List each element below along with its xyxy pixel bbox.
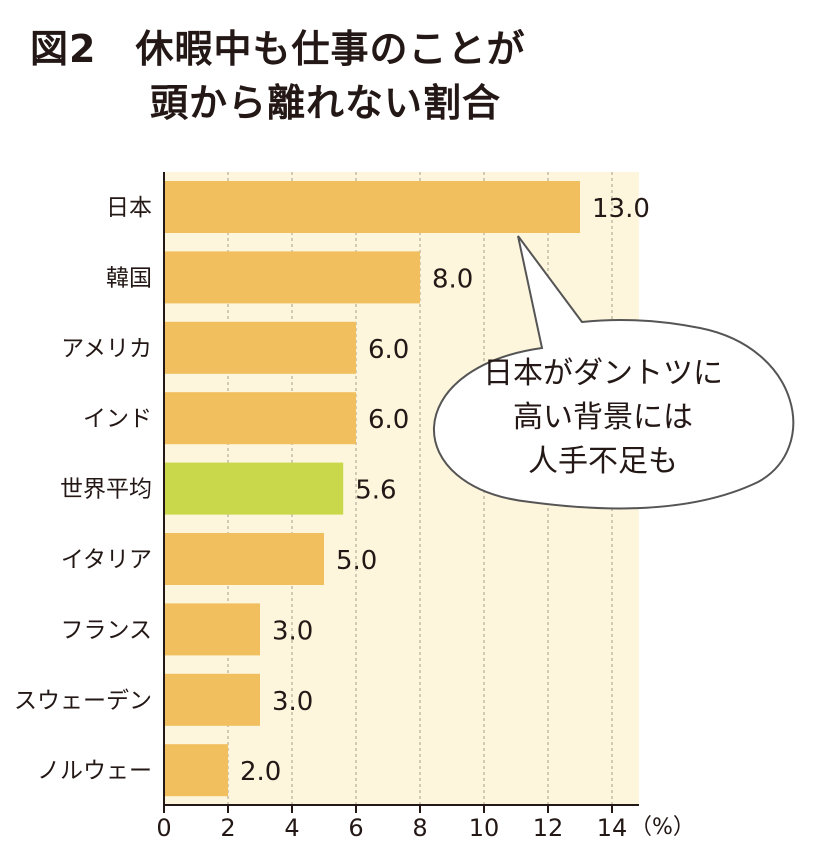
x-tick-label: 8 bbox=[412, 814, 427, 842]
category-label: イタリア bbox=[61, 547, 152, 573]
bar bbox=[164, 533, 324, 585]
bar bbox=[164, 673, 260, 726]
callout-text: 日本がダントツに 高い背景には 人手不足も bbox=[448, 352, 758, 484]
callout-line-3: 人手不足も bbox=[528, 444, 678, 479]
bar bbox=[164, 603, 260, 656]
value-label: 2.0 bbox=[240, 757, 281, 787]
category-label: ノルウェー bbox=[37, 758, 152, 784]
callout-bubble bbox=[433, 235, 795, 510]
value-label: 6.0 bbox=[368, 405, 409, 435]
category-label: 韓国 bbox=[106, 265, 152, 291]
value-label: 3.0 bbox=[272, 616, 313, 646]
bar bbox=[164, 181, 580, 233]
bar bbox=[164, 744, 228, 797]
chart-title: 図2 休暇中も仕事のことが 頭から離れない割合 bbox=[30, 22, 525, 130]
value-labels: 13.0 8.0 6.0 6.0 5.6 5.0 3.0 3.0 2.0 bbox=[240, 194, 650, 787]
category-label: アメリカ bbox=[61, 336, 152, 362]
bar bbox=[164, 392, 356, 445]
value-label: 6.0 bbox=[368, 335, 409, 365]
x-tick-label: 6 bbox=[348, 814, 363, 842]
x-tick-label: 0 bbox=[156, 814, 171, 842]
category-label: 日本 bbox=[106, 195, 152, 221]
bar bbox=[164, 321, 356, 374]
bar bbox=[164, 462, 344, 515]
x-tick-label: 12 bbox=[533, 814, 564, 842]
x-tick-label: 2 bbox=[220, 814, 235, 842]
category-label: スウェーデン bbox=[14, 688, 152, 714]
x-axis-unit: （%） bbox=[630, 815, 695, 840]
value-label: 8.0 bbox=[432, 264, 473, 294]
value-label: 5.0 bbox=[336, 546, 377, 576]
category-label: インド bbox=[83, 406, 152, 432]
x-tick-label: 14 bbox=[597, 814, 628, 842]
x-tick-label: 10 bbox=[469, 814, 500, 842]
callout-line-1: 日本がダントツに bbox=[483, 356, 723, 391]
category-label: 世界平均 bbox=[60, 477, 152, 503]
axes bbox=[163, 172, 639, 813]
category-label: フランス bbox=[60, 617, 152, 643]
bars bbox=[164, 181, 580, 797]
value-label: 5.6 bbox=[355, 476, 396, 506]
chart-title-line-1: 図2 休暇中も仕事のことが bbox=[30, 27, 526, 71]
x-tick-label: 4 bbox=[284, 814, 299, 842]
value-label: 13.0 bbox=[592, 194, 650, 224]
callout-line-2: 高い背景には bbox=[513, 400, 693, 435]
bar bbox=[164, 251, 420, 304]
x-tick-labels: 0 2 4 6 8 10 12 14 bbox=[156, 814, 627, 842]
chart-title-line-2: 頭から離れない割合 bbox=[150, 81, 502, 125]
value-label: 3.0 bbox=[272, 687, 313, 717]
